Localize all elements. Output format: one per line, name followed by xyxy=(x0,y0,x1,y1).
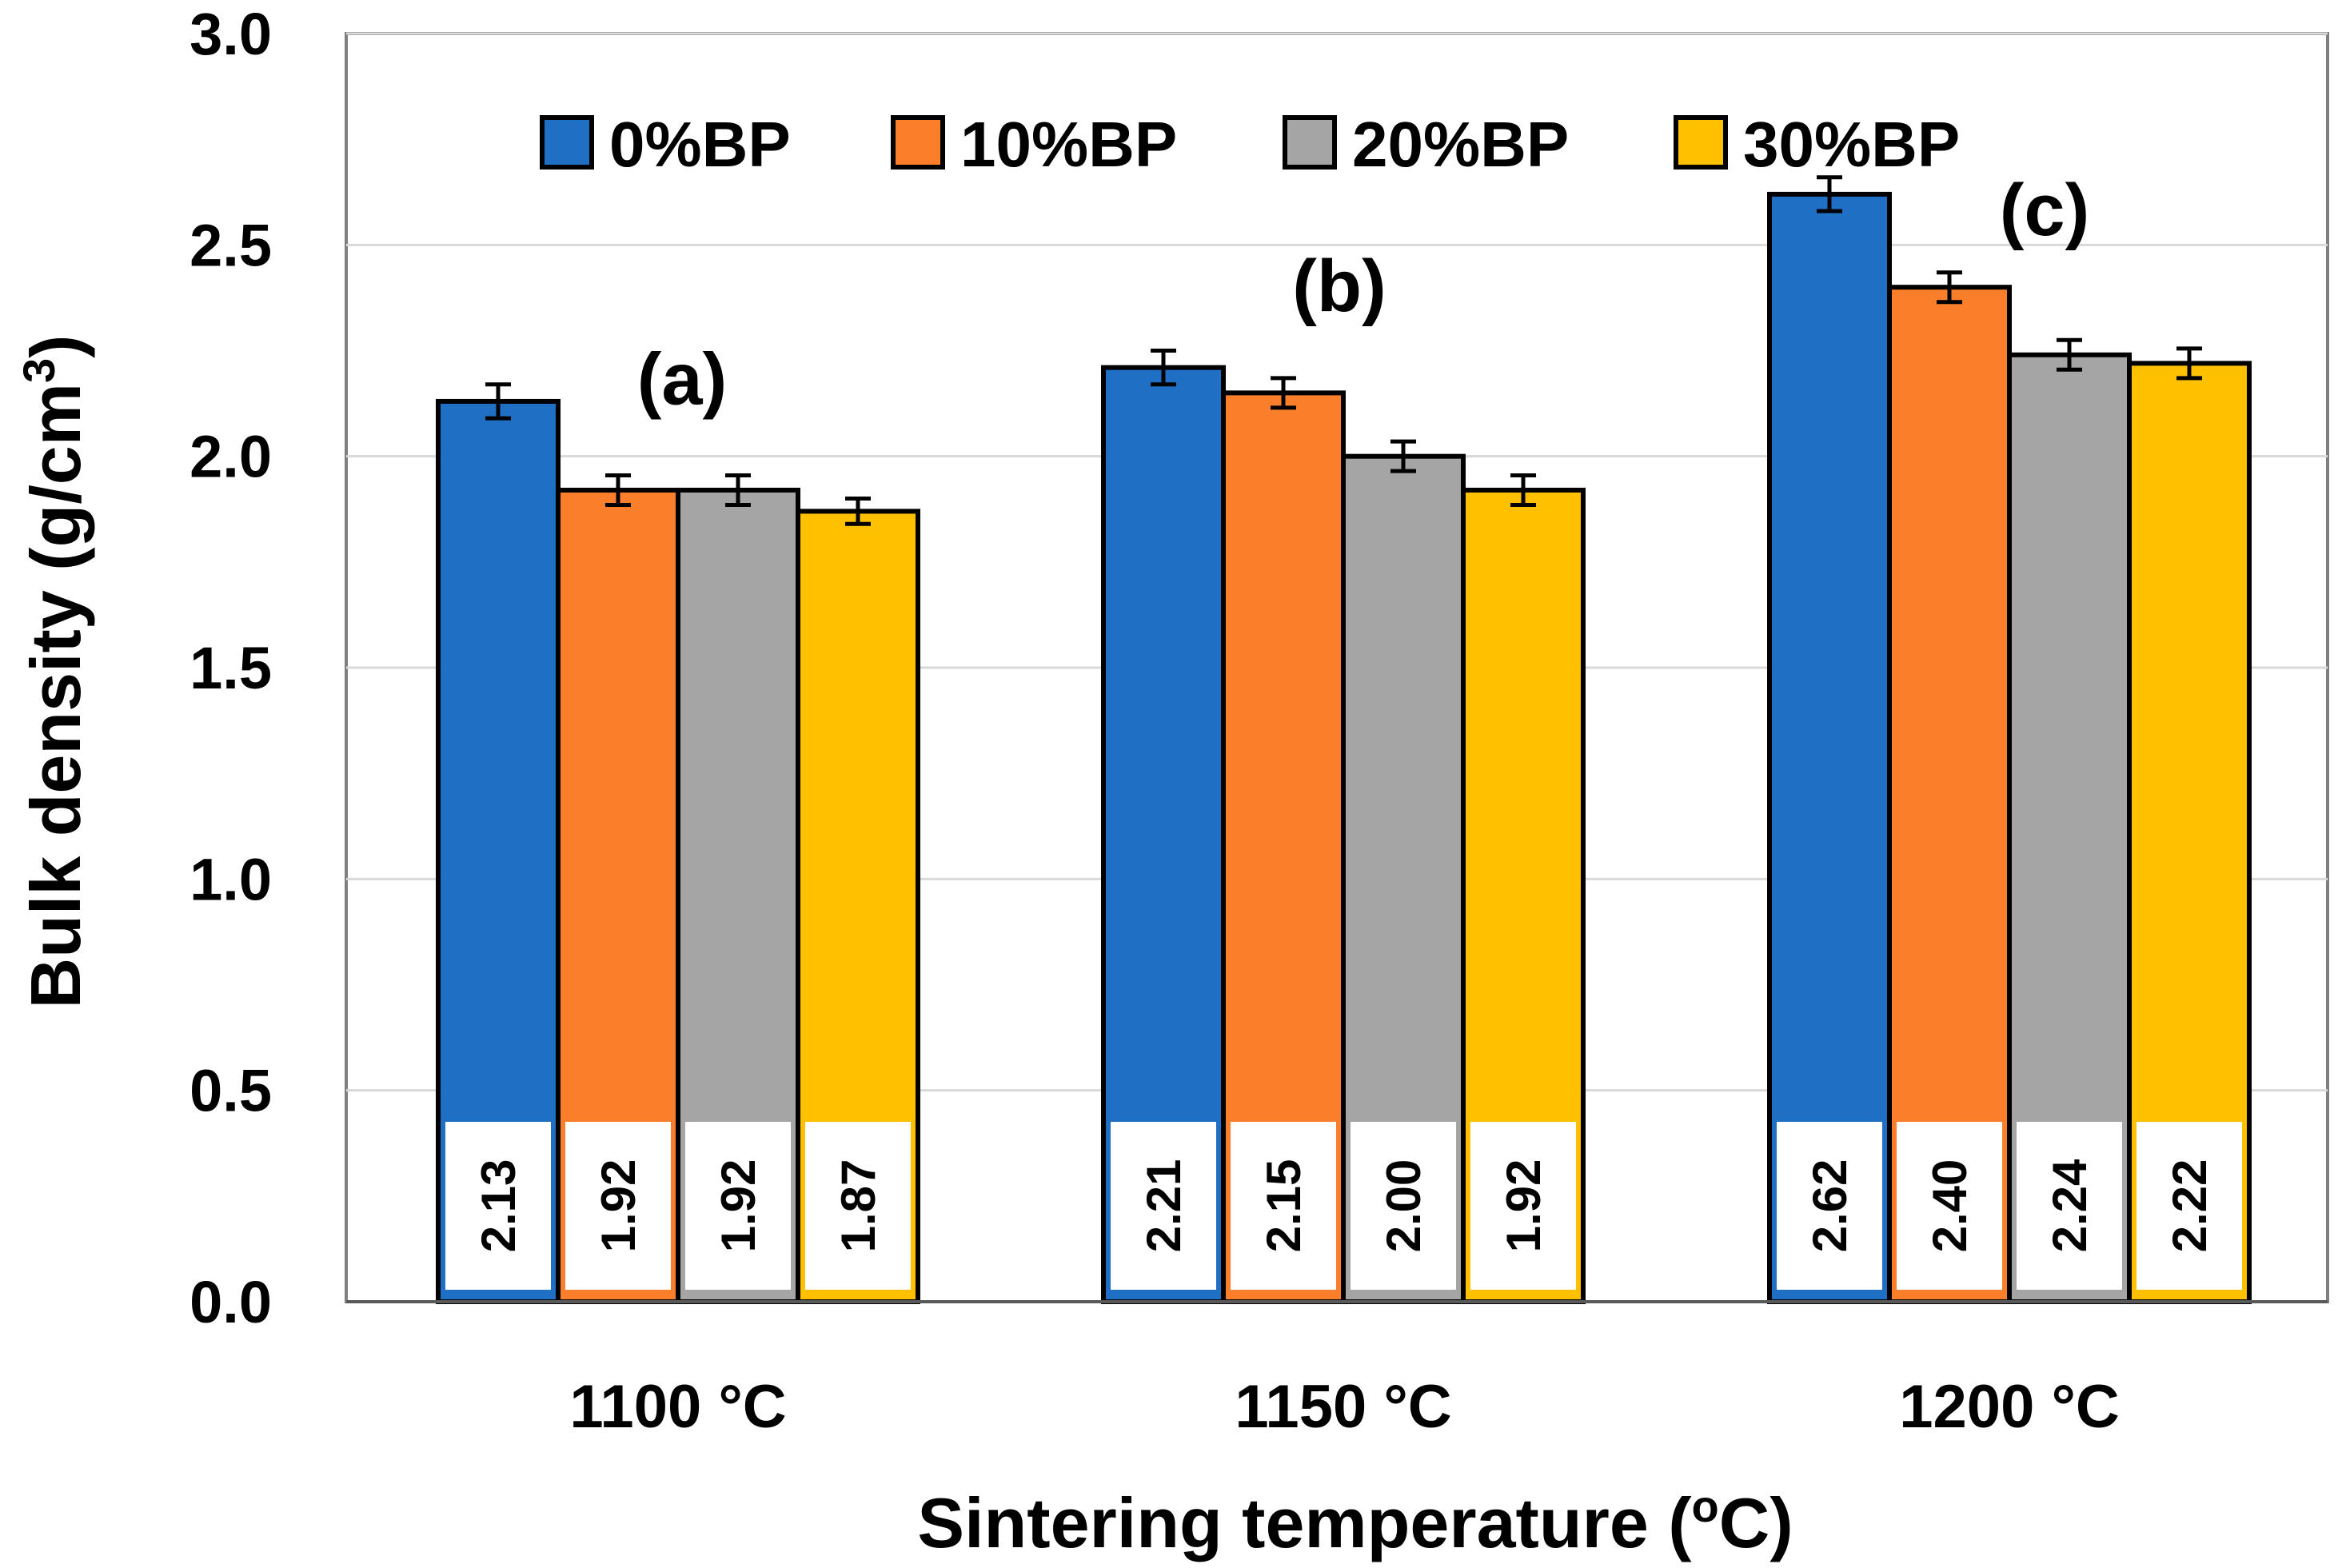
legend-swatch xyxy=(1674,115,1728,170)
y-tick-label: 2.0 xyxy=(190,424,272,490)
data-label: 2.22 xyxy=(2163,1159,2216,1253)
data-label: 1.92 xyxy=(592,1159,645,1253)
y-tick-labels: 0.0 0.5 1.0 1.5 2.0 2.5 3.0 xyxy=(190,1,272,1335)
data-label-box xyxy=(565,1122,671,1290)
x-axis-title: Sintering temperature (oC) xyxy=(917,1481,1793,1562)
panel-annotation: (b) xyxy=(1292,245,1386,327)
legend-label: 30%BP xyxy=(1743,109,1960,180)
error-bars xyxy=(485,175,2202,526)
legend-swatch xyxy=(891,115,945,170)
data-label-box xyxy=(1777,1122,1882,1290)
legend-label: 10%BP xyxy=(960,109,1177,180)
panel-annotation: (c) xyxy=(2000,170,2089,251)
x-category-label: 1200 °C xyxy=(1899,1373,2119,1441)
legend-swatch xyxy=(540,115,594,170)
data-label-box xyxy=(2017,1122,2122,1290)
data-labels: 2.13 1.92 1.92 1.87 2.21 2.15 2.00 1.92 2.62 2.40… xyxy=(445,1122,2242,1290)
data-label: 2.15 xyxy=(1257,1159,1311,1253)
panel-annotations: (a) (b) (c) xyxy=(637,170,2089,420)
data-label: 2.13 xyxy=(472,1159,525,1253)
data-label-box xyxy=(1470,1122,1576,1290)
legend: 0%BP 10%BP 20%BP 30%BP xyxy=(540,109,1960,180)
data-label: 1.92 xyxy=(712,1159,765,1253)
y-tick-label: 0.5 xyxy=(190,1058,272,1124)
data-label: 2.21 xyxy=(1137,1159,1191,1253)
data-label: 2.24 xyxy=(2043,1159,2097,1252)
y-tick-label: 3.0 xyxy=(190,1,272,67)
data-label-box xyxy=(1897,1122,2002,1290)
legend-label: 20%BP xyxy=(1352,109,1569,180)
data-label-box xyxy=(805,1122,911,1290)
panel-annotation: (a) xyxy=(637,339,727,421)
data-label-box xyxy=(2137,1122,2242,1290)
legend-label: 0%BP xyxy=(609,109,791,180)
data-label-box xyxy=(1111,1122,1216,1290)
legend-swatch xyxy=(1283,115,1337,170)
data-label: 2.00 xyxy=(1377,1159,1430,1253)
bar xyxy=(1767,191,1892,1305)
data-label-box xyxy=(1351,1122,1456,1290)
x-category-labels: 1100 °C 1150 °C 1200 °C xyxy=(569,1373,2119,1441)
y-tick-label: 0.0 xyxy=(190,1269,272,1335)
data-label-box xyxy=(445,1122,551,1290)
y-tick-label: 1.5 xyxy=(190,635,272,701)
data-label-box xyxy=(1231,1122,1336,1290)
y-tick-label: 1.0 xyxy=(190,846,272,912)
x-category-label: 1150 °C xyxy=(1235,1373,1451,1441)
y-axis-title: Bulk density (g/cm3) xyxy=(14,335,95,1009)
data-label: 2.40 xyxy=(1923,1159,1977,1253)
data-label: 1.87 xyxy=(832,1159,885,1253)
y-tick-label: 2.5 xyxy=(190,212,272,278)
data-label-box xyxy=(685,1122,791,1290)
data-label: 1.92 xyxy=(1497,1159,1550,1253)
x-category-label: 1100 °C xyxy=(569,1373,786,1441)
data-label: 2.62 xyxy=(1803,1159,1857,1253)
